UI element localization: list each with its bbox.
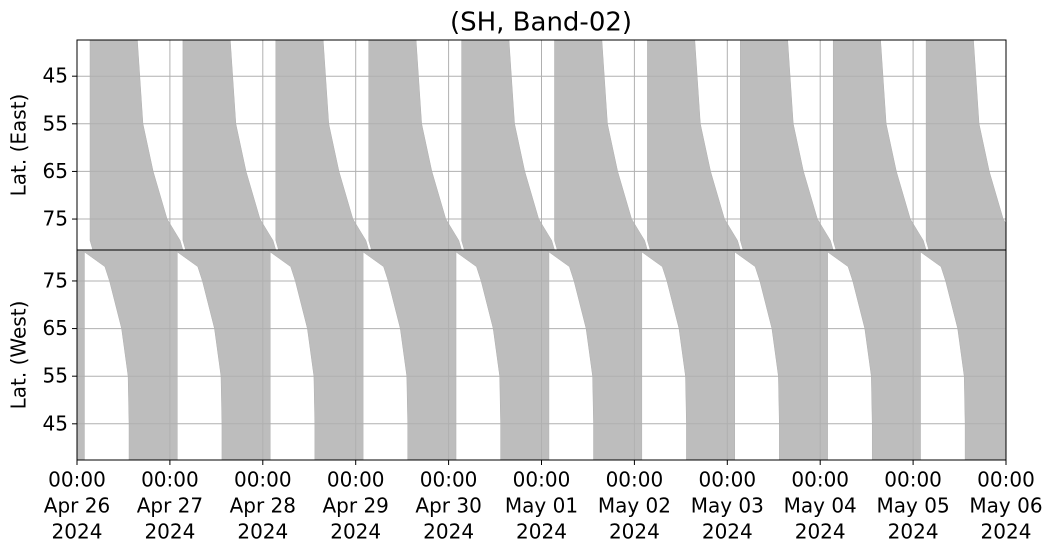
x-tick-label: May 06 [969, 494, 1042, 518]
y-tick-label: 75 [43, 207, 68, 231]
plot-area [77, 40, 1006, 250]
x-tick-label: Apr 30 [415, 494, 481, 518]
x-tick-label: 00:00 [420, 468, 478, 492]
swath [647, 40, 741, 250]
plot-area [77, 250, 1006, 460]
x-tick-label: Apr 28 [230, 494, 296, 518]
x-tick-label: Apr 29 [322, 494, 388, 518]
swath [452, 250, 550, 460]
swath [182, 40, 277, 250]
x-tick-label: 2024 [609, 520, 660, 544]
y-tick-label: 65 [43, 159, 68, 183]
x-tick-label: 2024 [981, 520, 1032, 544]
x-tick-label: 00:00 [513, 468, 571, 492]
swath [917, 250, 1006, 460]
x-tick-label: 00:00 [48, 468, 106, 492]
swath [925, 40, 1006, 250]
swath [731, 250, 828, 460]
x-tick-label: 00:00 [698, 468, 756, 492]
y-tick-label: 45 [43, 411, 68, 435]
swath [740, 40, 834, 250]
x-tick-label: 00:00 [884, 468, 942, 492]
swath [359, 250, 457, 460]
x-tick-label: 00:00 [606, 468, 664, 492]
x-tick-label: 2024 [330, 520, 381, 544]
x-tick-label: 00:00 [234, 468, 292, 492]
x-tick-label: May 03 [691, 494, 764, 518]
swath [267, 250, 364, 460]
y-tick-label: 75 [43, 268, 68, 292]
x-tick-label: 00:00 [141, 468, 199, 492]
x-tick-label: Apr 27 [137, 494, 203, 518]
x-tick-label: 2024 [237, 520, 288, 544]
x-tick-label: May 01 [505, 494, 578, 518]
y-tick-label: 65 [43, 316, 68, 340]
swath [638, 250, 735, 460]
y-axis-label: Lat. (East) [7, 94, 31, 197]
x-tick-label: 2024 [52, 520, 103, 544]
x-tick-label: 2024 [795, 520, 846, 544]
swath [89, 40, 184, 250]
y-tick-label: 55 [43, 111, 68, 135]
y-tick-label: 45 [43, 64, 68, 88]
swath [545, 250, 643, 460]
x-tick-label: 2024 [423, 520, 474, 544]
swath [554, 40, 648, 250]
x-tick-label: May 02 [598, 494, 671, 518]
swath [275, 40, 369, 250]
x-tick-label: 2024 [888, 520, 939, 544]
swath [368, 40, 462, 250]
swath [832, 40, 927, 250]
x-tick-label: 2024 [144, 520, 195, 544]
x-tick-label: Apr 26 [44, 494, 110, 518]
swath [77, 250, 85, 460]
x-tick-label: 00:00 [791, 468, 849, 492]
x-tick-label: 2024 [516, 520, 567, 544]
y-axis-label: Lat. (West) [7, 301, 31, 410]
swath [174, 250, 271, 460]
y-tick-label: 55 [43, 364, 68, 388]
swath [81, 250, 178, 460]
x-tick-label: 00:00 [327, 468, 385, 492]
x-tick-label: 00:00 [977, 468, 1035, 492]
x-tick-label: May 04 [784, 494, 857, 518]
x-tick-label: 2024 [702, 520, 753, 544]
swath [824, 250, 921, 460]
swath [461, 40, 555, 250]
chart-title: (SH, Band-02) [450, 8, 632, 38]
x-tick-label: May 05 [877, 494, 950, 518]
